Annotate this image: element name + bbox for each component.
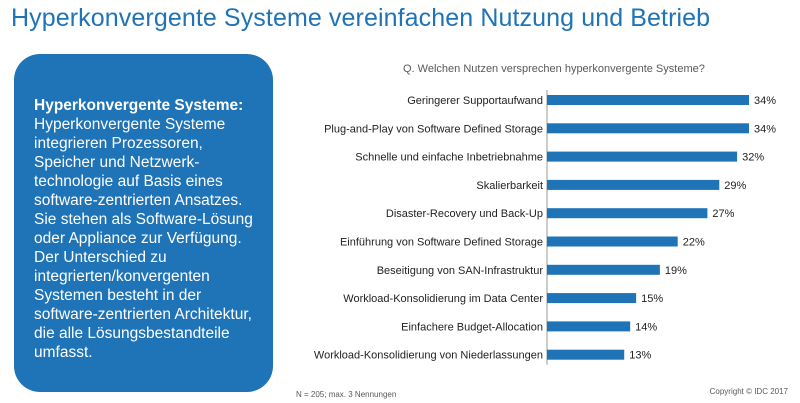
value-label: 34% — [754, 123, 776, 135]
category-label: Einführung von Software Defined Storage — [340, 237, 543, 249]
category-label: Workload-Konsolidierung von Niederlassun… — [314, 350, 543, 362]
bar — [547, 264, 660, 275]
bar — [547, 349, 625, 360]
bar — [547, 321, 631, 332]
chart-question: Q. Welchen Nutzen versprechen hyperkonve… — [403, 63, 705, 75]
value-label: 13% — [629, 350, 651, 362]
value-label: 27% — [712, 208, 734, 220]
bar — [547, 95, 749, 105]
bar-chart: Geringerer Supportaufwand 34% Plug-and-Pla… — [314, 90, 776, 365]
bar — [547, 179, 720, 190]
category-label: Einfachere Budget-Allocation — [401, 321, 543, 333]
info-box: Hyperkonvergente Systeme: Hyperkonvergen… — [14, 54, 273, 392]
info-box-heading: Hyperkonvergente Systeme: — [34, 97, 244, 114]
value-label: 22% — [683, 237, 705, 249]
value-label: 19% — [665, 265, 687, 277]
bar — [547, 123, 749, 134]
value-label: 29% — [724, 180, 746, 192]
value-label: 14% — [635, 321, 657, 333]
value-label: 34% — [754, 95, 776, 107]
category-label: Workload-Konsolidierung im Data Center — [343, 293, 543, 305]
category-label: Beseitigung von SAN-Infrastruktur — [377, 265, 544, 277]
bar — [547, 293, 637, 304]
value-label: 32% — [742, 152, 764, 164]
category-label: Disaster-Recovery und Back-Up — [386, 208, 543, 220]
category-label: Skalierbarkeit — [476, 180, 543, 192]
category-label: Plug-and-Play von Software Defined Stora… — [324, 123, 543, 135]
page-title: Hyperkonvergente Systeme vereinfachen Nu… — [11, 4, 711, 32]
category-label: Schnelle und einfache Inbetriebnahme — [355, 152, 543, 164]
copyright: Copyright © IDC 2017 — [709, 387, 788, 396]
bar — [547, 236, 678, 247]
bar — [547, 208, 708, 219]
category-label: Geringerer Supportaufwand — [407, 95, 543, 107]
footnote: N = 205; max. 3 Nennungen — [296, 390, 397, 399]
info-box-body: Hyperkonvergente Systeme integrieren Pro… — [34, 116, 253, 361]
bar — [547, 151, 738, 162]
value-label: 15% — [641, 293, 663, 305]
